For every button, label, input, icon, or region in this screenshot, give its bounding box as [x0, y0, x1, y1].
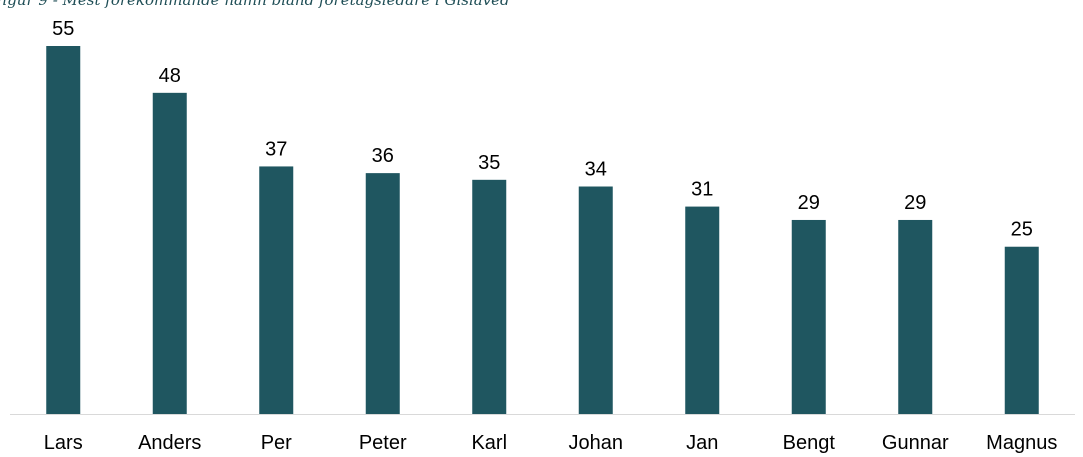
bar-peter — [365, 173, 400, 414]
x-tick-labels-group: Lars Anders Per Peter Karl Johan Jan Bengt Gunna… — [44, 432, 1058, 454]
x-tick-label-magnus: Magnus — [986, 432, 1057, 454]
bar-anders — [152, 92, 187, 414]
bar-lars — [46, 46, 81, 414]
bars-group — [46, 46, 1039, 414]
x-tick-label-lars: Lars — [44, 432, 83, 454]
data-label-peter: 36 — [372, 145, 394, 167]
x-tick-label-jan: Jan — [686, 432, 718, 454]
x-tick-label-bengt: Bengt — [783, 432, 836, 454]
x-tick-label-johan: Johan — [569, 432, 624, 454]
data-labels-group: 55 48 37 36 35 34 31 29 29 25 — [52, 18, 1033, 241]
data-label-anders: 48 — [159, 65, 181, 87]
bar-karl — [472, 179, 507, 414]
data-label-karl: 35 — [478, 152, 500, 174]
bar-per — [259, 166, 294, 414]
data-label-bengt: 29 — [798, 192, 820, 214]
bar-gunnar — [898, 219, 933, 414]
data-label-johan: 34 — [585, 159, 607, 181]
bar-magnus — [1004, 246, 1039, 414]
data-label-jan: 31 — [691, 179, 713, 201]
data-label-lars: 55 — [52, 18, 74, 40]
x-tick-label-per: Per — [261, 432, 292, 454]
chart-title: Figur 9 - Mest förekommande namn bland f… — [0, 0, 510, 9]
x-tick-label-anders: Anders — [138, 432, 201, 454]
x-tick-label-karl: Karl — [471, 432, 507, 454]
x-tick-label-peter: Peter — [359, 432, 407, 454]
data-label-gunnar: 29 — [904, 192, 926, 214]
data-label-magnus: 25 — [1011, 219, 1033, 241]
bar-jan — [685, 206, 720, 414]
bar-johan — [578, 186, 613, 414]
bar-bengt — [791, 219, 826, 414]
x-tick-label-gunnar: Gunnar — [882, 432, 949, 454]
data-label-per: 37 — [265, 138, 287, 160]
